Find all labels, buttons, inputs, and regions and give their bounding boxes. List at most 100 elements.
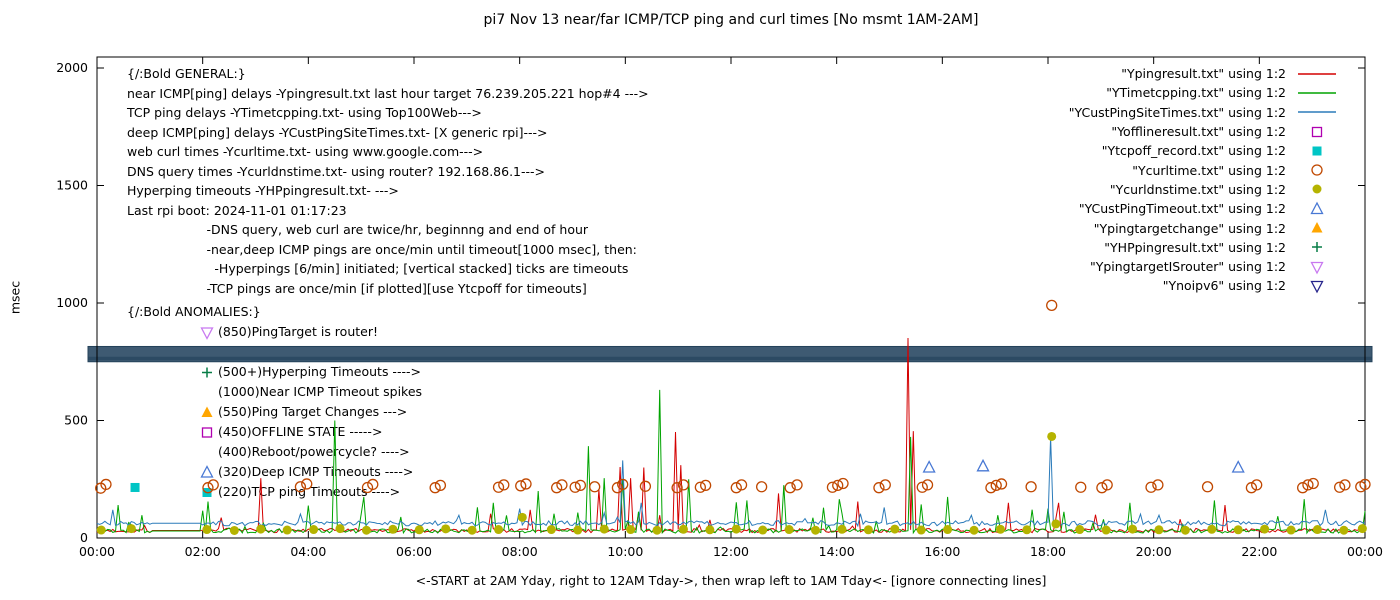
YCustPingTimeout-triangle-open-icon	[1310, 201, 1324, 214]
anomaly-item: (450)OFFLINE STATE ----->	[199, 422, 422, 442]
general-annotation-line: web curl times -Ycurltime.txt- using www…	[127, 144, 484, 159]
y-tick-label: 0	[80, 530, 88, 545]
legend-label: "YCustPingTimeout.txt" using 1:2	[1078, 201, 1286, 217]
series-Ycurltime-points	[95, 299, 1371, 494]
legend-item-Ynoipv6: "Ynoipv6" using 1:2	[1069, 276, 1339, 295]
x-tick-label: 20:00	[1136, 544, 1172, 559]
series-YCustPingTimeout-points	[922, 458, 1245, 473]
legend-label: "Ycurltime.txt" using 1:2	[1132, 162, 1286, 178]
anomaly-text: (220)TCP ping Timeouts ---->	[218, 484, 401, 499]
series-YTimetcpping-line	[96, 389, 1366, 535]
y-tick-label: 1000	[56, 295, 88, 310]
legend-label: "YCustPingSiteTimes.txt" using 1:2	[1068, 104, 1286, 120]
anomaly-text: (400)Reboot/powercycle? ---->	[218, 444, 410, 459]
triangle-down-open-icon	[200, 327, 214, 340]
general-annotation-line: Last rpi boot: 2024-11-01 01:17:23	[127, 202, 347, 218]
legend-label: "Ypingtargetchange" using 1:2	[1093, 220, 1286, 236]
y-axis-ticks: 0 500 1000 1500 2000	[56, 60, 1365, 545]
triangle-filled-icon	[201, 406, 213, 417]
anomaly-text: (550)Ping Target Changes --->	[218, 404, 408, 419]
series-YCustPingSiteTimes-line	[96, 436, 1366, 528]
anomalies-header: {/:Bold ANOMALIES:}	[127, 304, 261, 319]
series-Ypingresult-line	[96, 337, 1366, 534]
legend-label: "Yofflineresult.txt" using 1:2	[1111, 124, 1286, 140]
anomaly-item: (400)Reboot/powercycle? ---->	[199, 442, 422, 462]
general-annotation-block: {/:Bold GENERAL:} near ICMP[ping] delays …	[127, 64, 649, 298]
Ycurltime-circle-open-icon	[1311, 164, 1323, 176]
anomalies-annotation-block: {/:Bold ANOMALIES:} (850)PingTarget is ro…	[127, 302, 422, 502]
Ypingtargetchange-triangle-filled-icon	[1311, 222, 1323, 233]
anomaly-text: (500+)Hyperping Timeouts ---->	[218, 364, 421, 379]
x-tick-label: 16:00	[924, 544, 960, 559]
triangle-open-icon	[200, 465, 214, 478]
general-annotation-line: {/:Bold GENERAL:}	[127, 66, 246, 81]
legend-item-YCustPingTimeout: "YCustPingTimeout.txt" using 1:2	[1069, 199, 1339, 218]
horizontal-band-shadow	[88, 356, 1372, 361]
legend-item-Ytcpoff_record: "Ytcpoff_record.txt" using 1:2	[1069, 141, 1339, 160]
legend: "Ypingresult.txt" using 1:2 "YTimetcpping…	[1069, 64, 1339, 296]
legend-item-Yofflineresult: "Yofflineresult.txt" using 1:2	[1069, 122, 1339, 141]
legend-item-YHPpingresult: "YHPpingresult.txt" using 1:2	[1069, 238, 1339, 257]
general-annotation-line: -DNS query, web curl are twice/hr, begin…	[127, 222, 589, 237]
x-tick-label: 22:00	[1241, 544, 1277, 559]
anomaly-text: (850)PingTarget is router!	[218, 324, 378, 339]
y-axis-label: msec	[7, 280, 23, 315]
anomaly-item: (500+)Hyperping Timeouts ---->	[199, 362, 422, 382]
anomaly-text: (1000)Near ICMP Timeout spikes	[218, 384, 423, 399]
legend-label: "YTimetcpping.txt" using 1:2	[1106, 85, 1286, 101]
legend-label: "YHPpingresult.txt" using 1:2	[1104, 239, 1286, 255]
x-tick-label: 10:00	[607, 544, 643, 559]
anomaly-text: (320)Deep ICMP Timeouts ---->	[218, 464, 414, 479]
Ypingresult-line-icon	[1298, 72, 1336, 75]
x-axis-label: <-START at 2AM Yday, right to 12AM Tday-…	[415, 573, 1047, 588]
general-annotation-line: deep ICMP[ping] delays -YCustPingSiteTim…	[127, 124, 548, 140]
x-tick-label: 00:00	[79, 544, 115, 559]
general-annotation-line: TCP ping delays -YTimetcpping.txt- using…	[127, 105, 482, 120]
general-annotation-line: Hyperping timeouts -YHPpingresult.txt- -…	[127, 183, 399, 198]
legend-item-YTimetcpping: "YTimetcpping.txt" using 1:2	[1069, 83, 1339, 102]
y-tick-label: 500	[64, 413, 88, 428]
chart-title: pi7 Nov 13 near/far ICMP/TCP ping and cu…	[483, 12, 979, 28]
anomaly-item: (550)Ping Target Changes --->	[199, 402, 422, 422]
legend-label: "YpingtargetISrouter" using 1:2	[1089, 259, 1286, 275]
series-Ycurldnstime-points	[96, 431, 1367, 535]
plus-icon	[202, 367, 212, 378]
Ycurldnstime-circle-filled-icon	[1312, 184, 1322, 194]
YpingtargetISrouter-triangle-down-open-icon	[1310, 261, 1324, 275]
x-tick-label: 00:00	[1347, 544, 1383, 559]
x-tick-label: 04:00	[290, 544, 326, 559]
anomaly-item: (850)PingTarget is router!	[199, 322, 422, 342]
legend-label: "Ypingresult.txt" using 1:2	[1121, 66, 1286, 82]
series-Ytcpoff_record-points	[130, 482, 140, 492]
general-annotation-line: -near,deep ICMP pings are once/min until…	[127, 241, 637, 257]
YHPpingresult-plus-icon	[1312, 242, 1322, 253]
x-tick-label: 06:00	[396, 544, 432, 559]
YCustPingSiteTimes-line-icon	[1298, 111, 1336, 113]
legend-item-Ypingresult: "Ypingresult.txt" using 1:2	[1069, 64, 1339, 83]
Yofflineresult-square-open-icon	[1311, 126, 1323, 137]
x-tick-label: 08:00	[502, 544, 538, 559]
YTimetcpping-line-icon	[1298, 92, 1336, 94]
x-tick-label: 02:00	[185, 544, 221, 559]
x-tick-label: 14:00	[819, 544, 855, 559]
general-annotation-line: near ICMP[ping] delays -Ypingresult.txt …	[127, 85, 649, 101]
y-tick-label: 1500	[56, 178, 88, 193]
general-annotation-line: DNS query times -Ycurldnstime.txt- using…	[127, 163, 546, 179]
legend-label: "Ytcpoff_record.txt" using 1:2	[1101, 143, 1286, 159]
general-annotation-line: -TCP pings are once/min [if plotted][use…	[127, 280, 587, 296]
x-tick-label: 12:00	[713, 544, 749, 559]
x-tick-label: 18:00	[1030, 544, 1066, 559]
legend-item-Ypingtargetchange: "Ypingtargetchange" using 1:2	[1069, 218, 1339, 237]
legend-item-YpingtargetISrouter: "YpingtargetISrouter" using 1:2	[1069, 257, 1339, 276]
legend-item-Ycurldnstime: "Ycurldnstime.txt" using 1:2	[1069, 180, 1339, 199]
anomaly-item: (1000)Near ICMP Timeout spikes	[199, 382, 422, 402]
y-tick-label: 2000	[56, 60, 88, 75]
legend-label: "Ynoipv6" using 1:2	[1162, 278, 1286, 294]
anomaly-text: (450)OFFLINE STATE ----->	[218, 424, 383, 439]
anomaly-item: (320)Deep ICMP Timeouts ---->	[199, 462, 422, 482]
legend-item-YCustPingSiteTimes: "YCustPingSiteTimes.txt" using 1:2	[1069, 103, 1339, 122]
legend-label: "Ycurldnstime.txt" using 1:2	[1109, 181, 1286, 197]
square-open-icon	[201, 427, 213, 438]
